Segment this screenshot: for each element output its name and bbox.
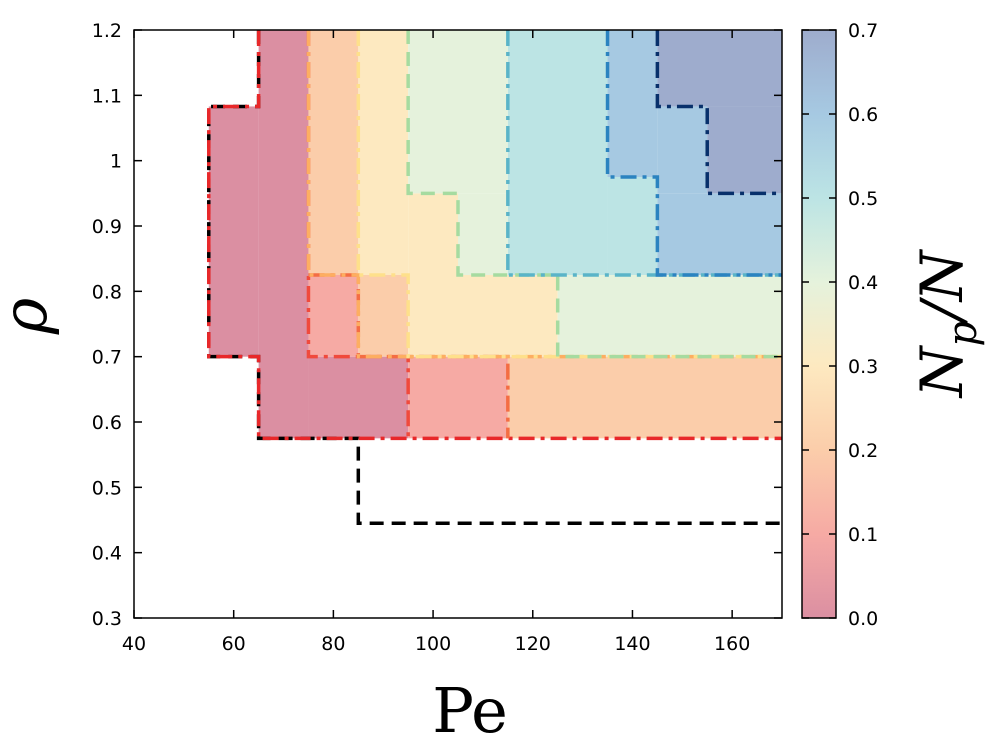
red-boundary xyxy=(207,30,782,441)
heatmap-cell-15 xyxy=(607,177,658,275)
orange-boundary xyxy=(306,30,782,359)
y-tick-label: 1 xyxy=(110,151,122,173)
y-tick-label: 0.9 xyxy=(92,216,122,238)
colorbar-tick-label: 0.0 xyxy=(848,608,878,630)
colorbar-title-subscript: p xyxy=(940,321,986,347)
heatmap-cell-11 xyxy=(408,30,508,194)
heatmap-cell-7 xyxy=(507,356,782,439)
plot-frame xyxy=(133,29,783,619)
heatmap-cell-16 xyxy=(607,30,658,177)
heatmap-cell-2 xyxy=(308,356,409,439)
heatmap-cell-20 xyxy=(707,106,782,194)
colorbar-tick-label: 0.2 xyxy=(848,440,878,462)
x-tick-label: 160 xyxy=(714,633,750,655)
colorbar-title: Np/N xyxy=(908,248,986,399)
heatmap-cell-10 xyxy=(408,275,558,357)
y-tick-label: 0.8 xyxy=(92,281,122,303)
x-axis-title: Pe xyxy=(432,674,508,745)
region-boundaries xyxy=(207,30,782,526)
heatmap-cell-4 xyxy=(408,356,508,439)
heatmap-cell-6 xyxy=(358,275,409,357)
x-axis-ticks: 40 60 80 100 120 140 160 xyxy=(122,30,750,655)
colorbar-tick-label: 0.1 xyxy=(848,524,878,546)
colorbar-tick-label: 0.7 xyxy=(848,20,878,42)
heatmap-cell-8 xyxy=(358,30,409,275)
y-tick-label: 1.2 xyxy=(92,20,122,42)
heatmap-cell-5 xyxy=(308,30,359,275)
colorbar-title-tail: /N xyxy=(908,248,976,326)
heatmap-cell-1 xyxy=(258,30,309,439)
colorbar xyxy=(801,29,837,619)
blue-boundary xyxy=(605,30,782,277)
colorbar-tick-label: 0.3 xyxy=(848,356,878,378)
y-tick-label: 0.7 xyxy=(92,347,122,369)
y-tick-label: 0.6 xyxy=(92,412,122,434)
y-axis-title: ρ xyxy=(0,298,61,335)
colorbar-ticks: 0.0 0.1 0.2 0.3 0.4 0.5 0.6 0.7 xyxy=(802,20,878,630)
x-tick-label: 100 xyxy=(415,633,451,655)
y-tick-label: 0.4 xyxy=(92,543,122,565)
colorbar-title-main: N xyxy=(908,344,976,399)
green-boundary xyxy=(406,30,782,359)
heatmap-cell-19 xyxy=(657,30,782,107)
x-tick-label: 120 xyxy=(515,633,551,655)
x-tick-label: 140 xyxy=(614,633,650,655)
heatmap-cell-0 xyxy=(208,106,259,357)
y-axis-ticks: 0.3 0.4 0.5 0.6 0.7 0.8 0.9 1 1.1 1.2 xyxy=(92,20,782,630)
colorbar-tick-label: 0.6 xyxy=(848,104,878,126)
dark-blue-boundary xyxy=(655,30,782,196)
heatmap-cell-9 xyxy=(408,193,458,275)
heatmap-cell-18 xyxy=(657,106,708,194)
colorbar-tick-label: 0.4 xyxy=(848,272,878,294)
y-tick-label: 0.3 xyxy=(92,608,122,630)
heatmap-cell-13 xyxy=(557,275,782,357)
colorbar-tick-label: 0.5 xyxy=(848,188,878,210)
y-tick-label: 1.1 xyxy=(92,85,122,107)
yellow-boundary xyxy=(356,30,782,359)
x-tick-label: 60 xyxy=(222,633,246,655)
heatmap-cell-14 xyxy=(507,30,608,275)
heatmap-cell-3 xyxy=(308,275,359,357)
heatmap-cell-17 xyxy=(657,193,782,275)
heatmap-cell-12 xyxy=(458,193,508,275)
x-tick-label: 40 xyxy=(122,633,146,655)
y-tick-label: 0.5 xyxy=(92,477,122,499)
heatmap-cells xyxy=(208,30,782,439)
x-tick-label: 80 xyxy=(321,633,345,655)
